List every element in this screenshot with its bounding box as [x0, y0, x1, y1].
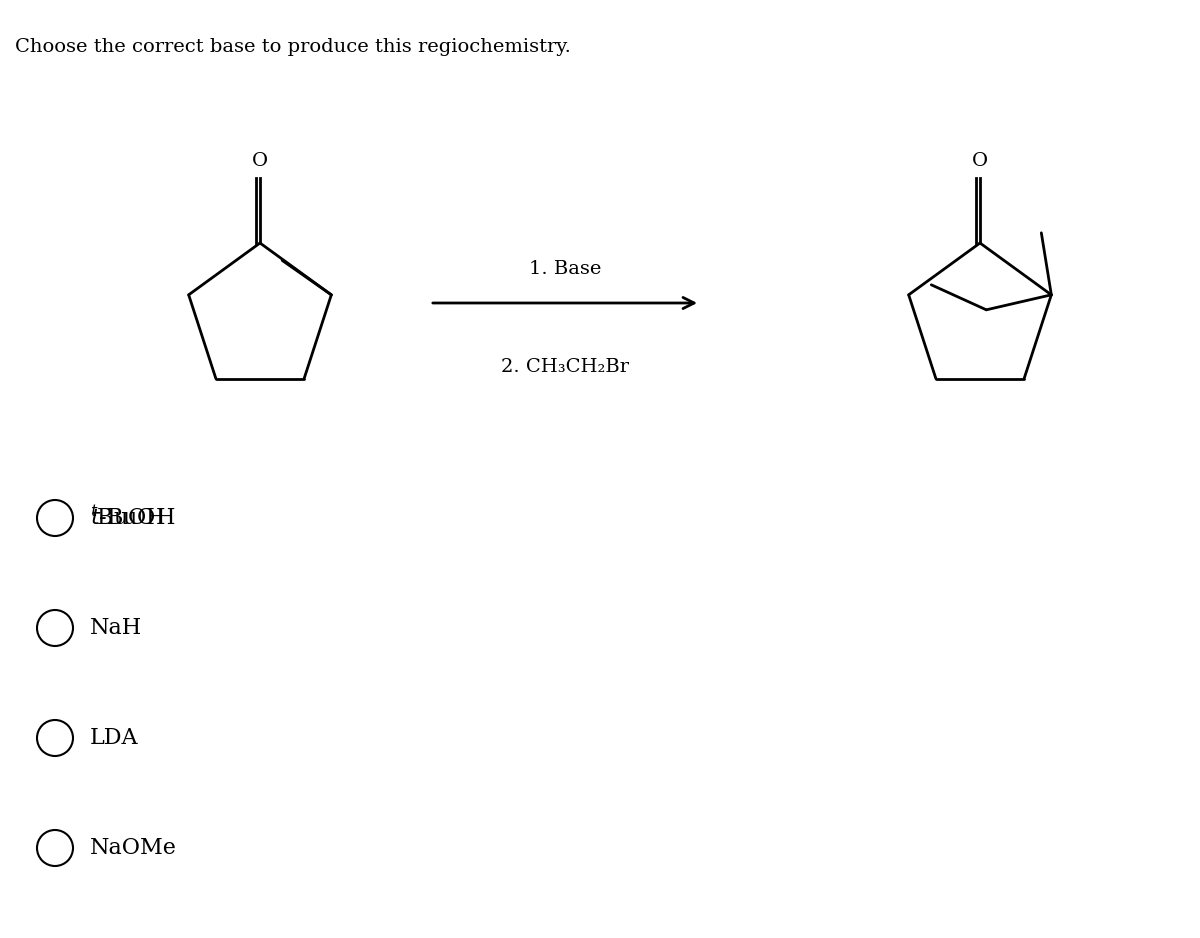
- Text: LDA: LDA: [90, 727, 138, 749]
- Text: NaH: NaH: [90, 617, 143, 639]
- Text: 2. CH₃CH₂Br: 2. CH₃CH₂Br: [502, 358, 629, 376]
- Text: O: O: [252, 152, 268, 170]
- Text: $^t$BuOH: $^t$BuOH: [90, 506, 166, 531]
- Text: $\mathit{t}$-BuOH: $\mathit{t}$-BuOH: [90, 507, 175, 529]
- Text: Choose the correct base to produce this regiochemistry.: Choose the correct base to produce this …: [14, 38, 571, 56]
- Text: 1. Base: 1. Base: [529, 260, 601, 278]
- Text: O: O: [972, 152, 988, 170]
- Text: NaOMe: NaOMe: [90, 837, 176, 859]
